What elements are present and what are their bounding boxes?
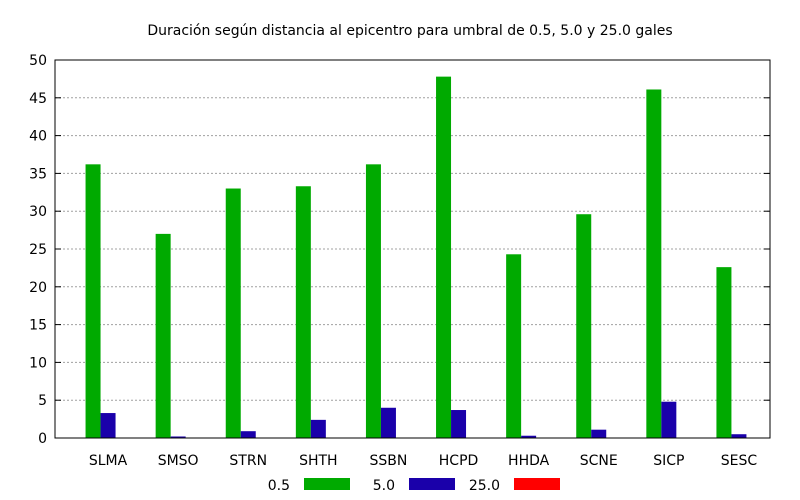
y-tick-label: 45	[29, 91, 47, 107]
y-tick-label: 50	[29, 53, 47, 69]
y-tick-label: 25	[29, 242, 47, 258]
bar-hhda-5_0	[521, 435, 537, 438]
bar-slma-0_5	[85, 164, 101, 438]
legend-label: 0.5	[268, 478, 290, 494]
bar-hcpd-5_0	[451, 410, 467, 438]
bar-scne-0_5	[576, 214, 592, 438]
y-tick-label: 10	[29, 355, 47, 371]
bar-hhda-0_5	[506, 254, 522, 438]
bar-scne-5_0	[591, 429, 607, 438]
chart-title: Duración según distancia al epicentro pa…	[147, 23, 672, 39]
bar-sesc-5_0	[731, 434, 747, 438]
x-tick-label: HHDA	[508, 453, 550, 469]
bar-sicp-0_5	[646, 89, 662, 438]
bar-hcpd-0_5	[436, 76, 452, 438]
legend-swatch	[409, 478, 455, 490]
bar-strn-5_0	[240, 431, 256, 438]
x-tick-label: HCPD	[439, 453, 479, 469]
bars	[85, 76, 747, 438]
y-tick-label: 15	[29, 318, 47, 334]
gridlines	[55, 97, 770, 401]
bar-slma-5_0	[100, 413, 116, 438]
bar-shth-5_0	[310, 419, 326, 438]
legend-swatch	[514, 478, 560, 490]
bar-ssbn-5_0	[380, 407, 396, 438]
y-tick-label: 30	[29, 204, 47, 220]
bar-strn-0_5	[225, 188, 241, 438]
y-tick-label: 5	[38, 393, 47, 409]
x-tick-label: SESC	[721, 453, 758, 469]
x-tick-label: SICP	[653, 453, 684, 469]
bar-smso-5_0	[170, 436, 186, 438]
legend: 0.5 5.0 25.0	[268, 478, 560, 494]
legend-label: 5.0	[373, 478, 395, 494]
bar-shth-0_5	[295, 186, 311, 438]
bar-smso-0_5	[155, 233, 171, 438]
bar-ssbn-0_5	[365, 164, 381, 438]
y-tick-label: 20	[29, 280, 47, 296]
x-axis-ticks: SLMA SMSO STRN SHTH SSBN HCPD HHDA SCNE SICP SESC	[89, 453, 757, 469]
y-tick-label: 35	[29, 166, 47, 182]
bar-sesc-0_5	[716, 267, 732, 438]
x-tick-label: SLMA	[89, 453, 128, 469]
x-tick-label: SCNE	[580, 453, 618, 469]
legend-label: 25.0	[469, 478, 500, 494]
x-tick-label: SMSO	[158, 453, 199, 469]
legend-swatch	[304, 478, 350, 490]
y-tick-label: 40	[29, 129, 47, 145]
y-tick-label: 0	[38, 431, 47, 447]
x-tick-label: STRN	[229, 453, 267, 469]
x-tick-label: SHTH	[299, 453, 338, 469]
bar-sicp-5_0	[661, 401, 677, 438]
x-tick-label: SSBN	[370, 453, 408, 469]
y-axis-ticks: 0 5 10 15 20 25 30 35 40 45 50	[29, 53, 770, 447]
